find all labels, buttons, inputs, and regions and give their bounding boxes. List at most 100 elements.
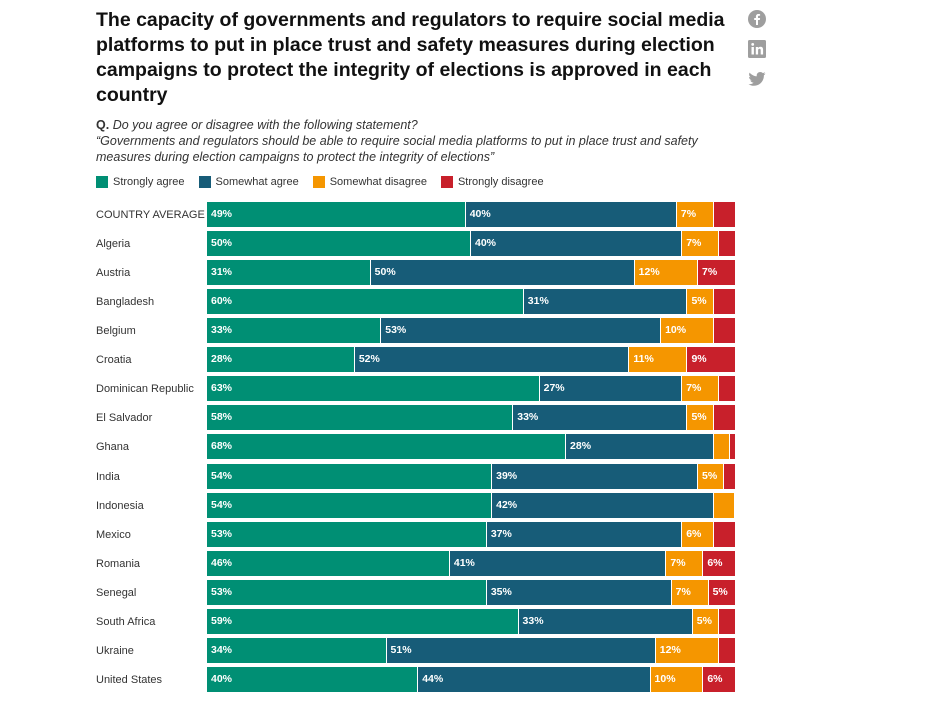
bar-segment <box>687 405 714 431</box>
data-label: 53% <box>385 324 407 337</box>
bar-segment <box>655 637 720 663</box>
data-label: 53% <box>211 527 233 540</box>
category-label: Indonesia <box>96 499 144 512</box>
bar-segment <box>207 318 382 344</box>
linkedin-icon[interactable] <box>747 39 767 59</box>
data-label: 7% <box>670 556 686 569</box>
data-label: 49% <box>211 208 233 220</box>
bar-segment <box>207 492 493 518</box>
bar-segment <box>207 289 524 315</box>
data-label: 42% <box>496 498 518 511</box>
data-label: 27% <box>543 382 565 395</box>
category-label: Austria <box>96 267 131 280</box>
category-label: Bangladesh <box>96 296 155 309</box>
bar-segment <box>207 347 355 373</box>
bar-segment <box>566 434 714 460</box>
bar-segment <box>713 434 730 460</box>
data-label: 7% <box>686 382 702 395</box>
data-label: 9% <box>691 353 707 366</box>
data-label: 68% <box>211 440 233 453</box>
bar-segment <box>513 405 688 431</box>
bar-segment <box>719 637 735 663</box>
data-label: 5% <box>691 295 707 308</box>
question-block: Q. Do you agree or disagree with the fol… <box>96 117 736 165</box>
question-text: Do you agree or disagree with the follow… <box>112 118 418 132</box>
data-label: 34% <box>211 643 233 656</box>
data-label: 28% <box>211 353 233 366</box>
twitter-icon[interactable] <box>747 69 767 89</box>
bar-segment <box>708 579 735 605</box>
category-label: El Salvador <box>96 412 153 425</box>
bar-segment <box>713 492 735 518</box>
question-statement: “Governments and regulators should be ab… <box>96 134 698 164</box>
data-label: 31% <box>527 295 549 308</box>
bar-segment <box>207 666 419 692</box>
bar-segment <box>207 579 487 605</box>
data-label: 33% <box>517 411 539 424</box>
data-label: 60% <box>211 295 233 308</box>
bar-segment <box>692 608 720 634</box>
bar-segment <box>492 492 714 518</box>
legend-label: Strongly disagree <box>457 176 544 188</box>
category-label: Romania <box>96 557 141 570</box>
category-label: Belgium <box>96 325 136 338</box>
bar-segment <box>386 637 656 663</box>
bar-segment <box>661 318 714 344</box>
bar-segment <box>676 202 714 227</box>
data-label: 40% <box>475 237 497 250</box>
bar-segment <box>719 608 735 634</box>
data-label: 63% <box>211 382 233 395</box>
data-label: 33% <box>522 614 544 627</box>
data-label: 28% <box>570 440 592 453</box>
bar-segment <box>713 202 735 227</box>
chart-title: The capacity of governments and regulato… <box>96 9 725 106</box>
legend-label: Somewhat disagree <box>329 176 427 188</box>
bar-segment <box>207 231 471 257</box>
legend-swatch <box>96 176 108 188</box>
bar-segment <box>666 550 704 576</box>
bar-segment <box>719 376 735 402</box>
bar-segment <box>729 434 735 460</box>
category-label: South Africa <box>96 615 156 628</box>
legend-item: Strongly disagree <box>440 176 544 188</box>
facebook-icon[interactable] <box>747 9 767 29</box>
bar-segment <box>713 521 735 547</box>
bar-segment <box>703 666 735 692</box>
bar-segment <box>682 376 720 402</box>
bar-segment <box>698 463 725 489</box>
legend-swatch <box>198 176 211 188</box>
data-label: 11% <box>633 353 654 366</box>
bar-segment <box>207 608 519 634</box>
bar-segment <box>713 405 735 431</box>
data-label: 7% <box>686 237 702 250</box>
data-label: 50% <box>211 237 233 250</box>
bar-segment <box>207 260 371 286</box>
data-label: 52% <box>358 353 380 366</box>
bar-segment <box>523 289 688 315</box>
legend-label: Strongly agree <box>113 176 185 188</box>
data-label: 58% <box>211 411 233 424</box>
category-label: Dominican Republic <box>96 383 194 396</box>
bar-segment <box>465 202 677 227</box>
bar-segment <box>486 579 672 605</box>
category-label: COUNTRY AVERAGE <box>96 209 205 221</box>
bar-segment <box>634 260 699 286</box>
bar-segment <box>207 463 493 489</box>
bar-segment <box>703 550 735 576</box>
category-label: India <box>96 470 120 483</box>
bar-segment <box>471 231 683 257</box>
data-label: 44% <box>422 672 444 685</box>
category-label: Croatia <box>96 354 132 367</box>
bar-segment <box>682 521 714 547</box>
question-label: Q. <box>96 118 110 132</box>
bar-segment <box>207 434 567 460</box>
data-label: 40% <box>211 672 233 685</box>
bar-segment <box>719 231 735 257</box>
data-label: 5% <box>691 411 707 424</box>
bar-segment <box>713 289 735 315</box>
data-label: 7% <box>675 585 691 598</box>
data-label: 46% <box>211 556 233 569</box>
category-label: United States <box>96 673 163 686</box>
data-label: 7% <box>680 208 697 220</box>
bar-segment <box>486 521 683 547</box>
